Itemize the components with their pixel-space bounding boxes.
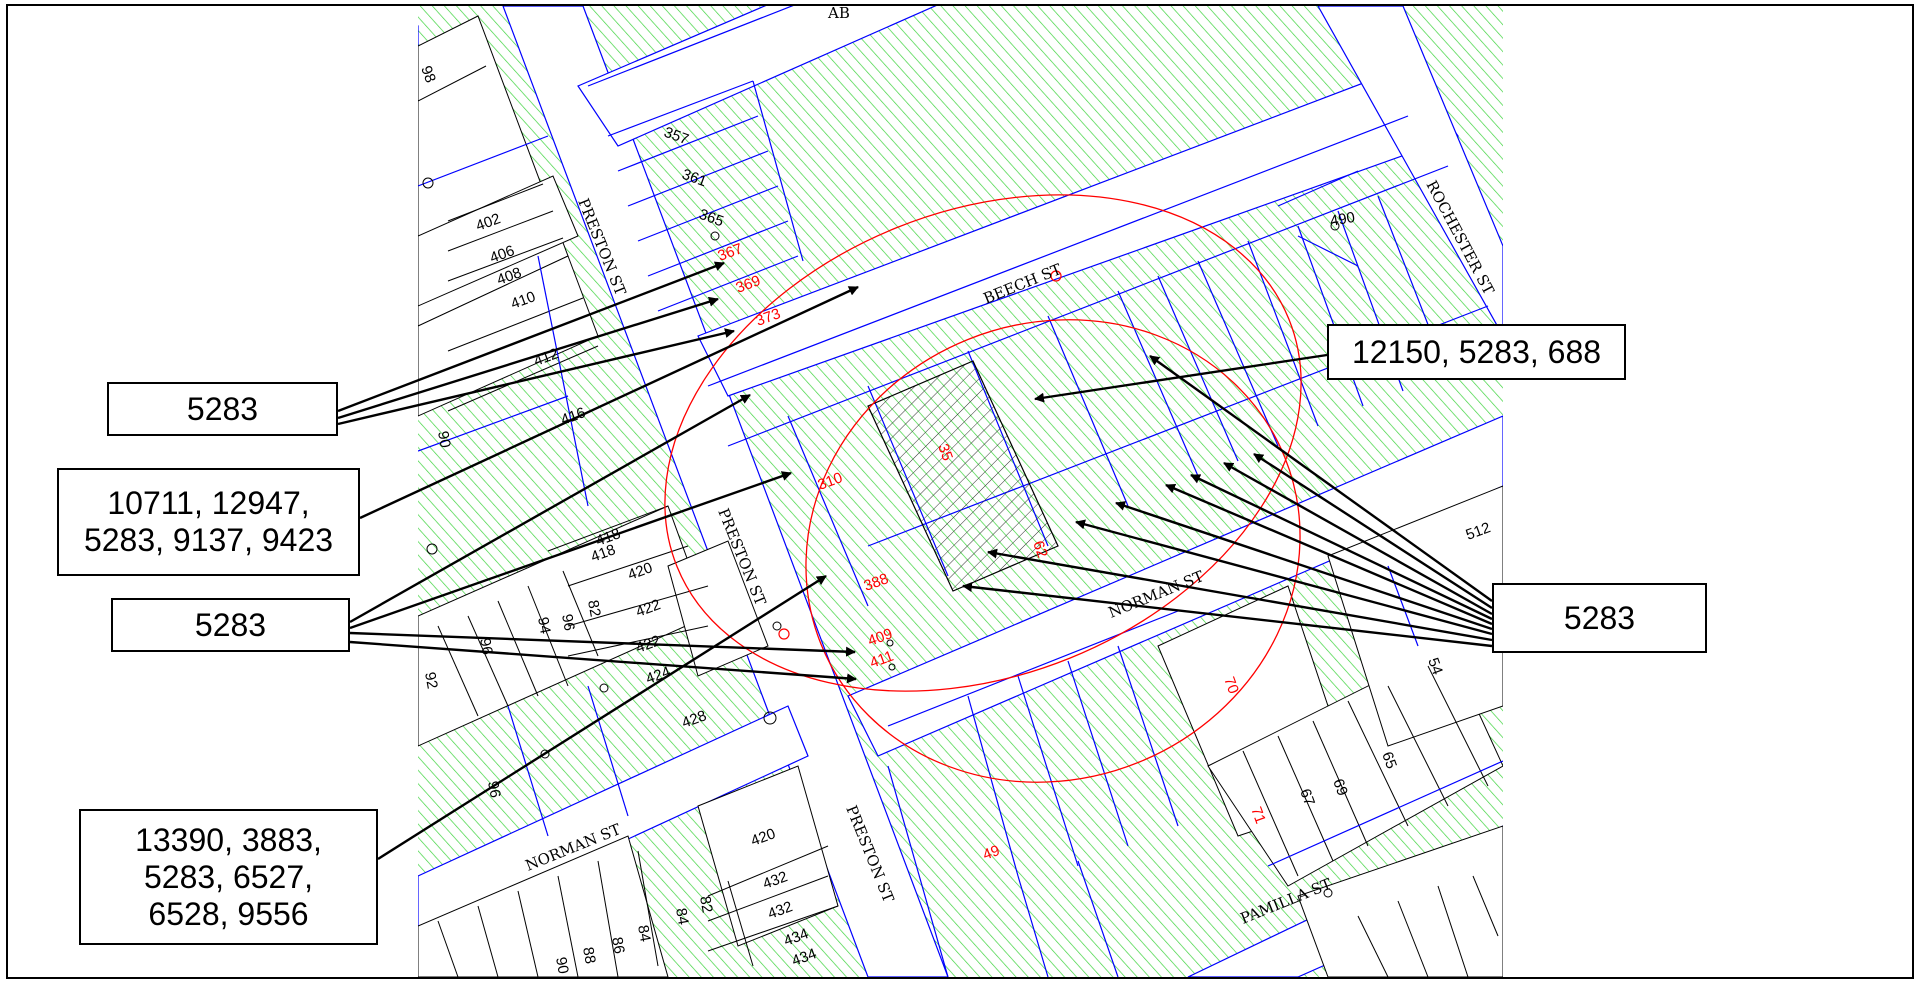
lot-number-label: 67 [1296,787,1318,808]
street-label-top-partial: AB [827,6,850,22]
lot-number-label: 98 [417,64,439,85]
red-marker [1050,270,1062,282]
lot-number-label: 82 [696,895,716,914]
buffer-inner [805,319,1301,783]
lot-number-label-red: 35 [934,442,956,463]
lot-number-label: 86 [608,936,628,955]
map-area: PRESTON ST PRESTON ST PRESTON ST BEECH S… [417,6,1503,977]
lot-number-label: 84 [672,907,692,926]
lot-number-label-red: 62 [1029,539,1051,560]
lot-number-label-red: 70 [1220,675,1242,696]
lot-number-label: 92 [421,671,441,690]
lot-number-label: 82 [584,599,604,618]
callout-box-6: 5283 [1492,583,1707,653]
leader-arrows [337,261,1493,861]
lot-number-label: 90 [434,430,454,449]
lot-number-label: 96 [484,780,504,799]
lot-number-label: 96 [558,613,578,632]
lot-number-label: 65 [1378,750,1400,771]
lot-number-label-red: 71 [1247,805,1269,826]
callout-box-5: 12150, 5283, 688 [1327,324,1626,380]
parcel-map: PRESTON ST PRESTON ST PRESTON ST BEECH S… [337,6,1503,977]
lot-number-label: 54 [1424,656,1446,677]
point-markers [422,177,1340,898]
lot-number-label: 88 [579,946,599,965]
map-frame: PRESTON ST PRESTON ST PRESTON ST BEECH S… [6,4,1914,979]
subject-site [867,360,1059,592]
callout-box-3: 5283 [111,598,350,652]
callout-box-1: 5283 [107,382,338,436]
lot-number-label: 94 [534,616,554,635]
callout-box-2: 10711, 12947, 5283, 9137, 9423 [57,468,360,576]
red-marker [778,628,790,640]
buffer-outer [664,194,1302,692]
lot-number-label: 490 [1329,209,1357,230]
lot-number-label: 84 [634,924,654,943]
callout-box-4: 13390, 3883, 5283, 6527, 6528, 9556 [79,809,378,945]
white-lots [418,15,1503,977]
lot-number-label: 90 [552,956,572,975]
lot-number-label: 69 [1329,777,1351,798]
lot-number-label-red: 49 [981,842,1002,864]
